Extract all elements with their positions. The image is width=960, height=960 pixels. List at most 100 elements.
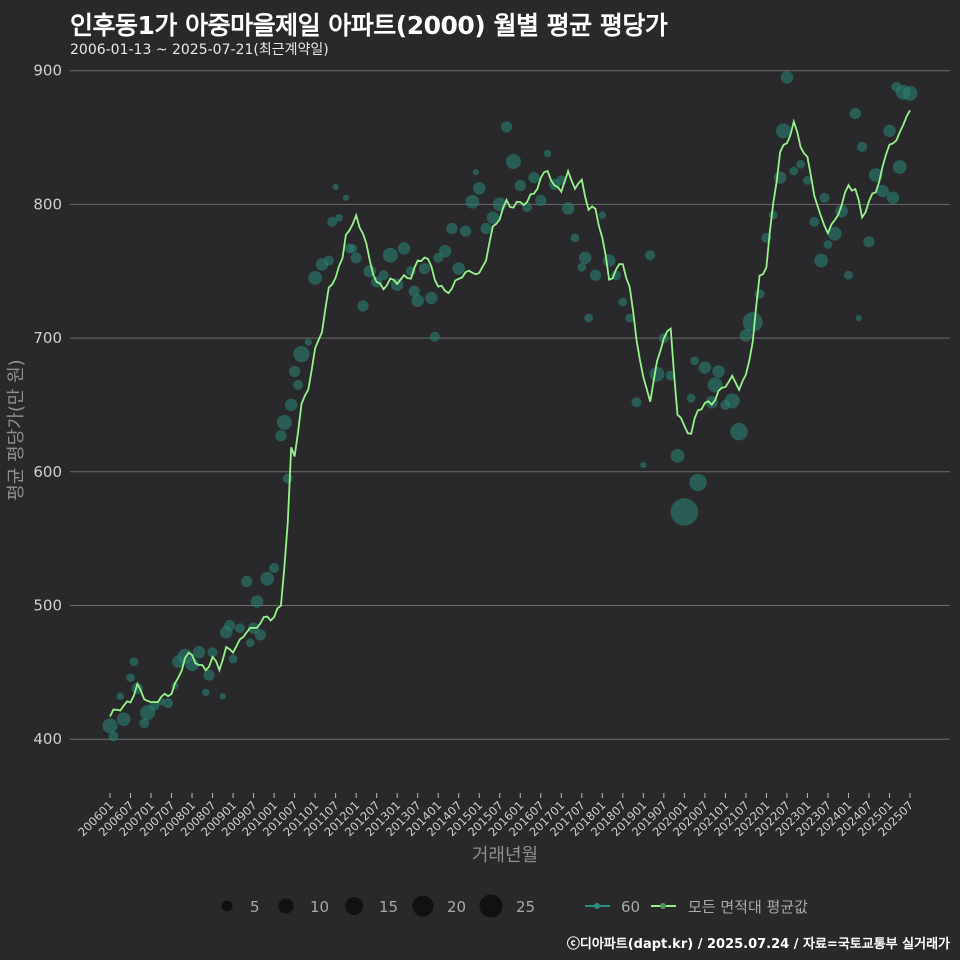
- chart-subtitle: 2006-01-13 ~ 2025-07-21(최근계약일): [70, 42, 329, 58]
- legend: 5 10 15 20 25 60 모든 면적대 평균값: [221, 894, 808, 918]
- data-point: [742, 312, 763, 333]
- data-point: [163, 698, 174, 709]
- data-point: [577, 262, 587, 272]
- data-point: [293, 379, 304, 390]
- data-point: [849, 107, 861, 120]
- x-axis-ticks: 2006012006072007012007072008012008072009…: [75, 793, 916, 839]
- data-point: [640, 461, 647, 469]
- data-point: [480, 222, 492, 235]
- data-point: [902, 85, 918, 101]
- data-point: [276, 414, 292, 430]
- data-point: [288, 365, 301, 378]
- data-point: [886, 191, 900, 204]
- data-point: [260, 571, 275, 586]
- data-point: [505, 154, 521, 170]
- data-point: [514, 180, 526, 192]
- data-point: [472, 169, 479, 176]
- data-point: [625, 313, 635, 323]
- data-point: [863, 236, 875, 248]
- data-point: [459, 225, 472, 237]
- y-axis-title: 평균 평당가(만 원): [6, 359, 27, 500]
- data-point: [116, 692, 125, 701]
- data-point: [768, 210, 778, 220]
- data-point: [754, 288, 765, 299]
- data-point: [241, 575, 253, 588]
- x-axis-title: 거래년월: [472, 845, 538, 866]
- data-point: [250, 595, 264, 608]
- data-point: [411, 294, 424, 307]
- data-point: [690, 356, 699, 366]
- data-point: [425, 291, 438, 305]
- footer-credit: ⓒ디아파트(dapt.kr) / 2025.07.24 / 자료=국토교통부 실…: [566, 937, 950, 952]
- data-point: [323, 255, 334, 266]
- data-point: [382, 247, 398, 263]
- y-tick-label: 900: [33, 62, 62, 80]
- data-point: [408, 285, 420, 297]
- legend-size-20-marker: [412, 895, 434, 917]
- data-point: [397, 242, 411, 255]
- data-point: [789, 166, 799, 176]
- data-point: [598, 211, 607, 219]
- legend-size-5-marker: [221, 900, 233, 912]
- average-line: [109, 109, 911, 717]
- legend-size-20-label: 20: [447, 898, 466, 916]
- data-point: [116, 712, 131, 727]
- data-point: [357, 300, 369, 312]
- data-point: [698, 361, 712, 374]
- data-point: [631, 397, 642, 408]
- data-point: [819, 192, 830, 203]
- data-point: [686, 393, 696, 403]
- data-point: [446, 222, 458, 235]
- data-point: [269, 563, 280, 574]
- data-point: [876, 184, 889, 198]
- data-point: [844, 270, 853, 280]
- data-point: [185, 657, 199, 672]
- data-point: [578, 251, 592, 265]
- data-point: [670, 448, 685, 463]
- data-point: [522, 202, 533, 213]
- data-point: [418, 262, 431, 275]
- data-point: [803, 175, 812, 185]
- data-point: [219, 693, 226, 700]
- data-point: [561, 202, 575, 215]
- data-point: [730, 422, 748, 441]
- data-point: [342, 194, 350, 201]
- data-point: [712, 365, 725, 378]
- data-point: [602, 254, 616, 267]
- legend-size-10-marker: [278, 898, 294, 914]
- data-point: [304, 338, 313, 346]
- data-point: [809, 216, 820, 227]
- data-point: [129, 657, 139, 667]
- data-point: [102, 718, 118, 734]
- chart-title: 인후동1가 아중마을제일 아파트(2000) 월별 평균 평당가: [70, 11, 668, 40]
- data-point: [584, 313, 594, 323]
- y-tick-label: 800: [33, 195, 62, 213]
- y-tick-label: 500: [33, 596, 62, 614]
- data-point: [332, 183, 339, 191]
- data-point: [203, 669, 215, 681]
- data-point: [348, 244, 358, 253]
- data-point: [472, 182, 486, 195]
- data-point: [275, 430, 287, 442]
- y-tick-label: 700: [33, 329, 62, 347]
- data-point: [892, 160, 907, 174]
- data-point: [707, 377, 723, 393]
- data-point: [670, 498, 699, 526]
- data-point: [284, 398, 298, 412]
- data-point: [857, 141, 868, 152]
- data-point: [308, 271, 323, 285]
- grid-lines: [70, 70, 950, 740]
- legend-size-15-marker: [345, 897, 363, 915]
- data-point: [855, 314, 862, 322]
- legend-avg-marker: [660, 903, 666, 909]
- data-point: [234, 623, 245, 634]
- legend-size-25-marker: [479, 894, 503, 918]
- data-point: [689, 473, 707, 492]
- data-point: [254, 629, 267, 641]
- data-point: [327, 216, 338, 227]
- data-point: [149, 700, 160, 711]
- data-point: [796, 159, 805, 169]
- data-point: [589, 269, 602, 281]
- scatter-points: [102, 71, 918, 742]
